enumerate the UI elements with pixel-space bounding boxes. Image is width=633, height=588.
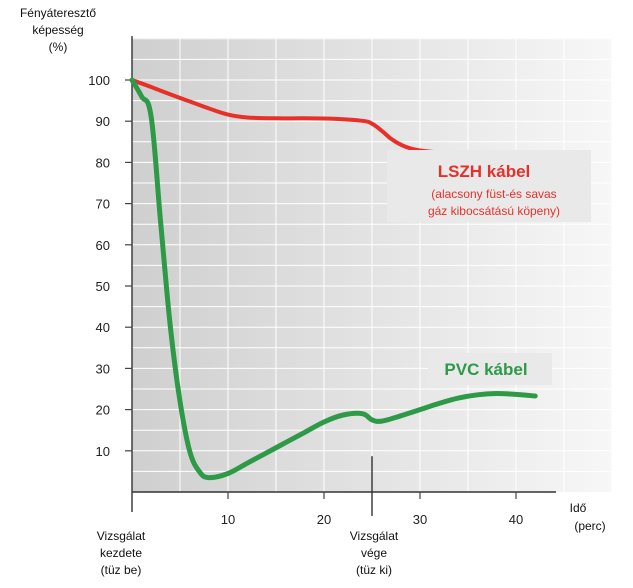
- y-axis-label: Fényáteresztő: [20, 6, 96, 20]
- axes: [131, 36, 556, 512]
- pvc-label-box: [428, 353, 552, 385]
- pvc-label: PVC kábel: [444, 360, 527, 379]
- test-end-label: (tüz ki): [356, 563, 392, 577]
- x-axis-label: (perc): [574, 519, 605, 533]
- y-axis-label: képesség: [32, 23, 83, 37]
- test-start-label: kezdete: [100, 546, 142, 560]
- test-start-label: (tüz be): [101, 563, 142, 577]
- y-tick-label: 90: [96, 114, 110, 129]
- x-tick-label: 10: [221, 512, 235, 527]
- y-tick-label: 70: [96, 197, 110, 212]
- y-tick-label: 60: [96, 238, 110, 253]
- test-end-label: vége: [361, 546, 387, 560]
- x-tick-label: 30: [413, 512, 427, 527]
- test-start-label: Vizsgálat: [97, 529, 146, 543]
- pvc-series-line: [129, 77, 538, 481]
- lszh-label-box: [387, 150, 591, 222]
- x-tick-label: 20: [317, 512, 331, 527]
- lszh-note: gáz kibocsátású köpeny): [428, 204, 560, 218]
- x-tick-label: 40: [509, 512, 523, 527]
- x-axis-label: Idő: [570, 501, 587, 515]
- y-tick-label: 20: [96, 403, 110, 418]
- lszh-note: (alacsony füst-és savas: [431, 187, 556, 201]
- y-tick-label: 10: [96, 444, 110, 459]
- lszh-label: LSZH kábel: [438, 162, 531, 181]
- y-tick-label: 30: [96, 361, 110, 376]
- test-end-label: Vizsgálat: [350, 529, 399, 543]
- y-tick-label: 40: [96, 320, 110, 335]
- text-labels: Fényáteresztő képesség (%) Idő (perc) Vizsgál…: [20, 6, 606, 577]
- y-tick-label: 50: [96, 279, 110, 294]
- tick-labels: 10 20 30 40 50 60 70 80 90 100 10 20 30 40: [88, 73, 523, 527]
- y-axis-label: (%): [49, 40, 68, 54]
- y-tick-label: 80: [96, 155, 110, 170]
- y-tick-label: 100: [88, 73, 110, 88]
